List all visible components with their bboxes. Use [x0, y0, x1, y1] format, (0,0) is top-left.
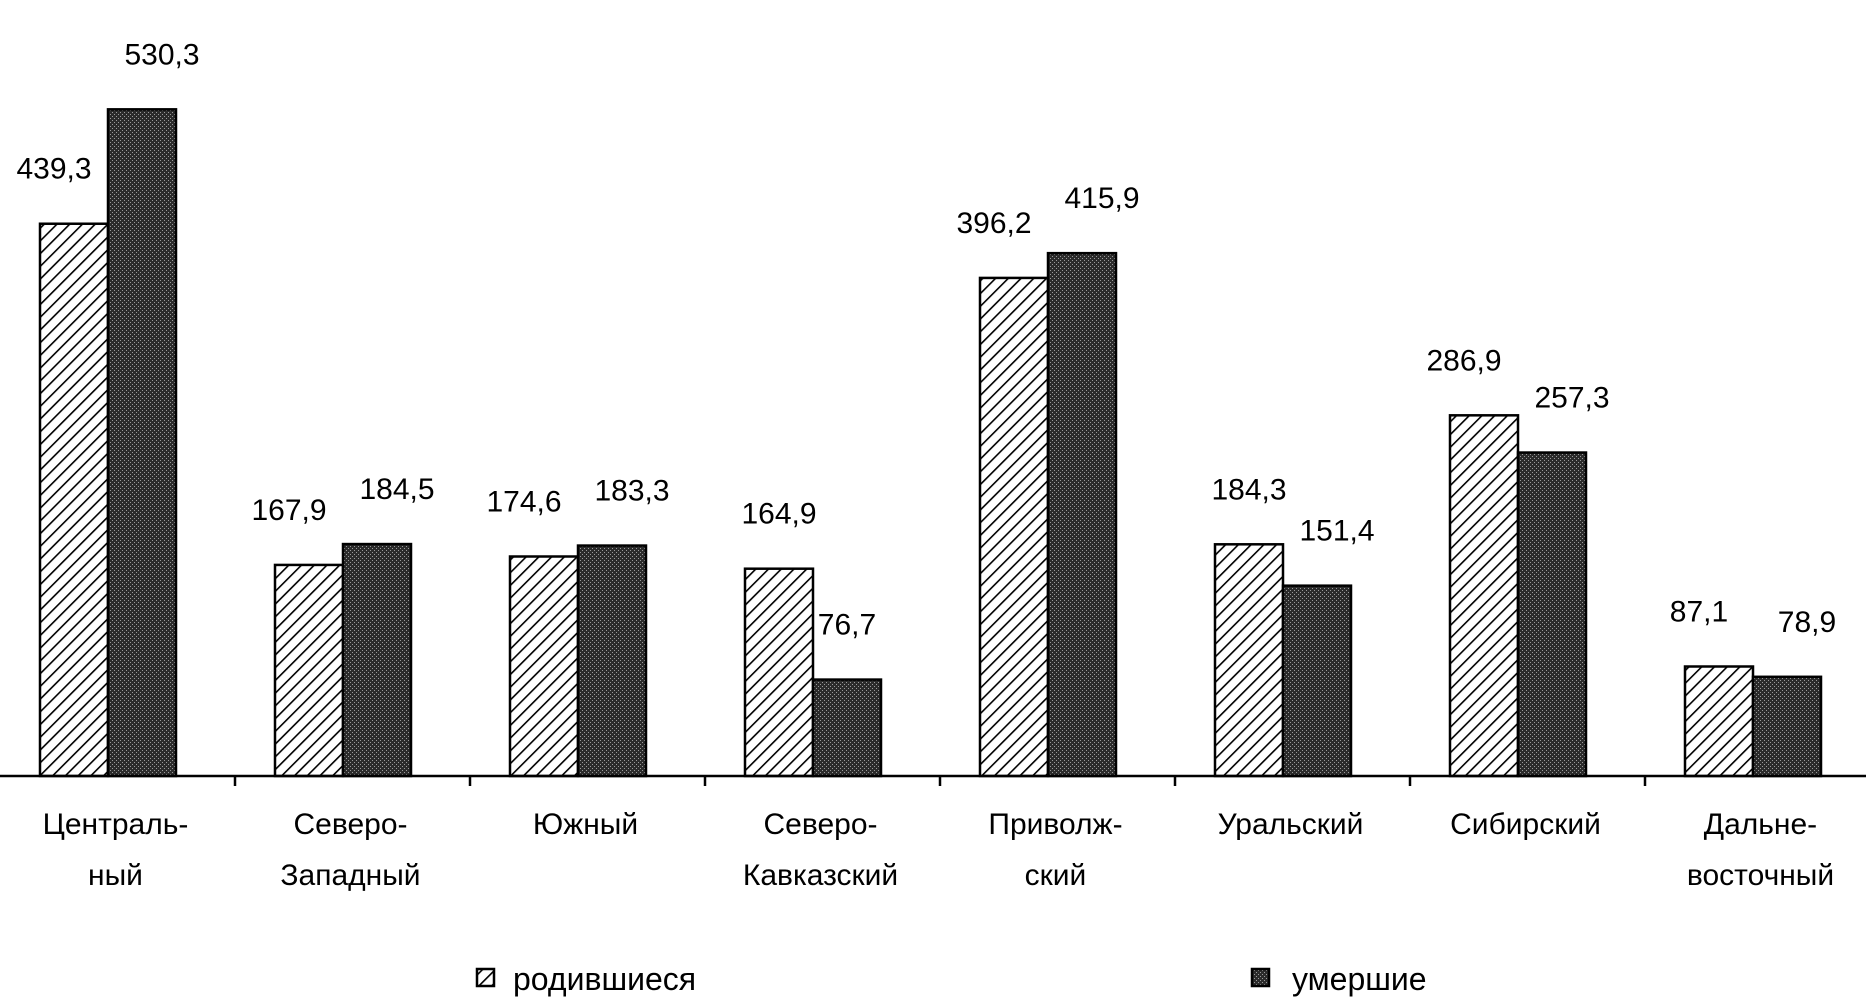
- bar-died-6: [1516, 451, 1588, 778]
- value-label-born-2: 174,6: [486, 486, 561, 519]
- x-axis: [0, 774, 1866, 786]
- bar-died-5: [1281, 584, 1353, 778]
- bar-died-4: [1046, 251, 1118, 778]
- category-label-4-line2: ский: [1025, 859, 1087, 892]
- value-label-born-7: 87,1: [1670, 596, 1728, 629]
- category-label-0-line1: Централь-: [43, 808, 189, 841]
- bar-born-4: [978, 276, 1050, 778]
- category-label-1-line2: Западный: [280, 859, 420, 892]
- value-label-born-1: 167,9: [251, 494, 326, 527]
- value-label-died-6: 257,3: [1534, 382, 1609, 415]
- value-label-born-3: 164,9: [741, 498, 816, 531]
- legend-swatch-born: [475, 967, 496, 988]
- bar-died-2: [576, 544, 648, 778]
- bars-group: [38, 108, 1823, 778]
- category-label-0-line2: ный: [88, 859, 143, 892]
- bar-born-7: [1683, 665, 1755, 778]
- bar-died-7: [1751, 675, 1823, 778]
- category-label-2: Южный: [533, 808, 638, 841]
- value-label-born-4: 396,2: [956, 207, 1031, 240]
- bar-born-5: [1213, 543, 1285, 778]
- bar-died-0: [106, 108, 178, 778]
- legend-swatch-died: [1250, 967, 1271, 988]
- bar-born-3: [743, 567, 815, 778]
- category-label-5: Уральский: [1218, 808, 1364, 841]
- category-label-7-line2: восточный: [1687, 859, 1834, 892]
- value-label-born-5: 184,3: [1211, 473, 1286, 506]
- value-label-died-1: 184,5: [359, 473, 434, 506]
- value-labels-group: 439,3 530,3 167,9 184,5 174,6 183,3 164,9 76,7 3…: [16, 38, 1836, 641]
- value-label-born-0: 439,3: [16, 153, 91, 186]
- category-label-7-line1: Дальне-: [1704, 808, 1817, 841]
- bar-born-6: [1448, 414, 1520, 778]
- value-label-died-5: 151,4: [1299, 515, 1374, 548]
- category-label-6: Сибирский: [1450, 808, 1601, 841]
- legend-label-died: умершие: [1292, 961, 1427, 997]
- category-labels-group: Централь-ный Северо- Западный Южный Северо- К…: [43, 808, 1834, 892]
- value-label-died-3: 76,7: [818, 609, 876, 642]
- bar-born-1: [273, 563, 345, 778]
- value-label-died-7: 78,9: [1778, 606, 1836, 639]
- value-label-born-6: 286,9: [1426, 344, 1501, 377]
- category-label-4-line1: Приволж-: [988, 808, 1122, 841]
- category-label-1-line1: Северо-: [294, 808, 408, 841]
- category-label-3-line1: Северо-: [764, 808, 878, 841]
- category-label-3-line2: Кавказский: [743, 859, 898, 892]
- value-label-died-2: 183,3: [594, 475, 669, 508]
- bar-born-0: [38, 222, 110, 778]
- legend: родившиеся умершие: [475, 961, 1427, 997]
- bar-born-2: [508, 555, 580, 778]
- value-label-died-4: 415,9: [1064, 182, 1139, 215]
- legend-label-born: родившиеся: [513, 961, 696, 997]
- bar-died-3: [811, 678, 883, 778]
- value-label-died-0: 530,3: [124, 38, 199, 71]
- bar-died-1: [341, 542, 413, 778]
